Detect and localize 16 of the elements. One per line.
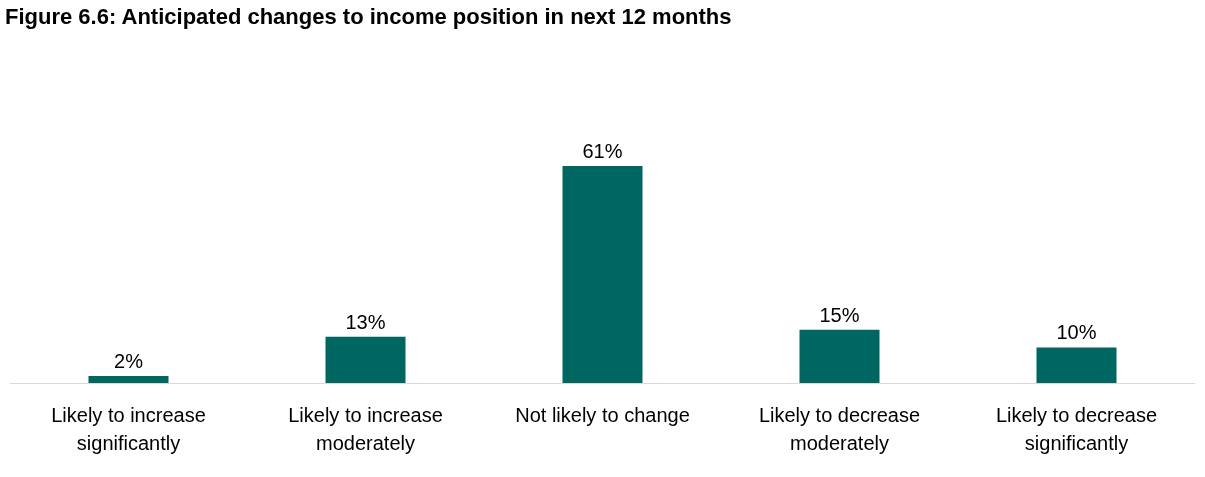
x-tick-label: Not likely to change <box>515 404 690 426</box>
x-tick-label: Likely to decrease significantly <box>995 404 1158 454</box>
x-tick-label: Likely to increase moderately <box>288 404 443 454</box>
bar <box>562 166 643 383</box>
x-tick-label: Likely to increase significantly <box>51 404 206 454</box>
bar <box>88 375 169 383</box>
bar <box>325 336 406 383</box>
bar <box>799 329 880 383</box>
data-label: 61% <box>582 140 623 163</box>
bar <box>1036 347 1117 383</box>
data-label: 10% <box>1056 321 1097 344</box>
x-tick-label: Likely to decrease moderately <box>758 404 921 454</box>
data-label: 15% <box>819 303 860 326</box>
data-label: 2% <box>114 349 144 372</box>
chart-title: Figure 6.6: Anticipated changes to income position in next 12 months <box>5 3 732 29</box>
data-label: 13% <box>345 310 386 333</box>
